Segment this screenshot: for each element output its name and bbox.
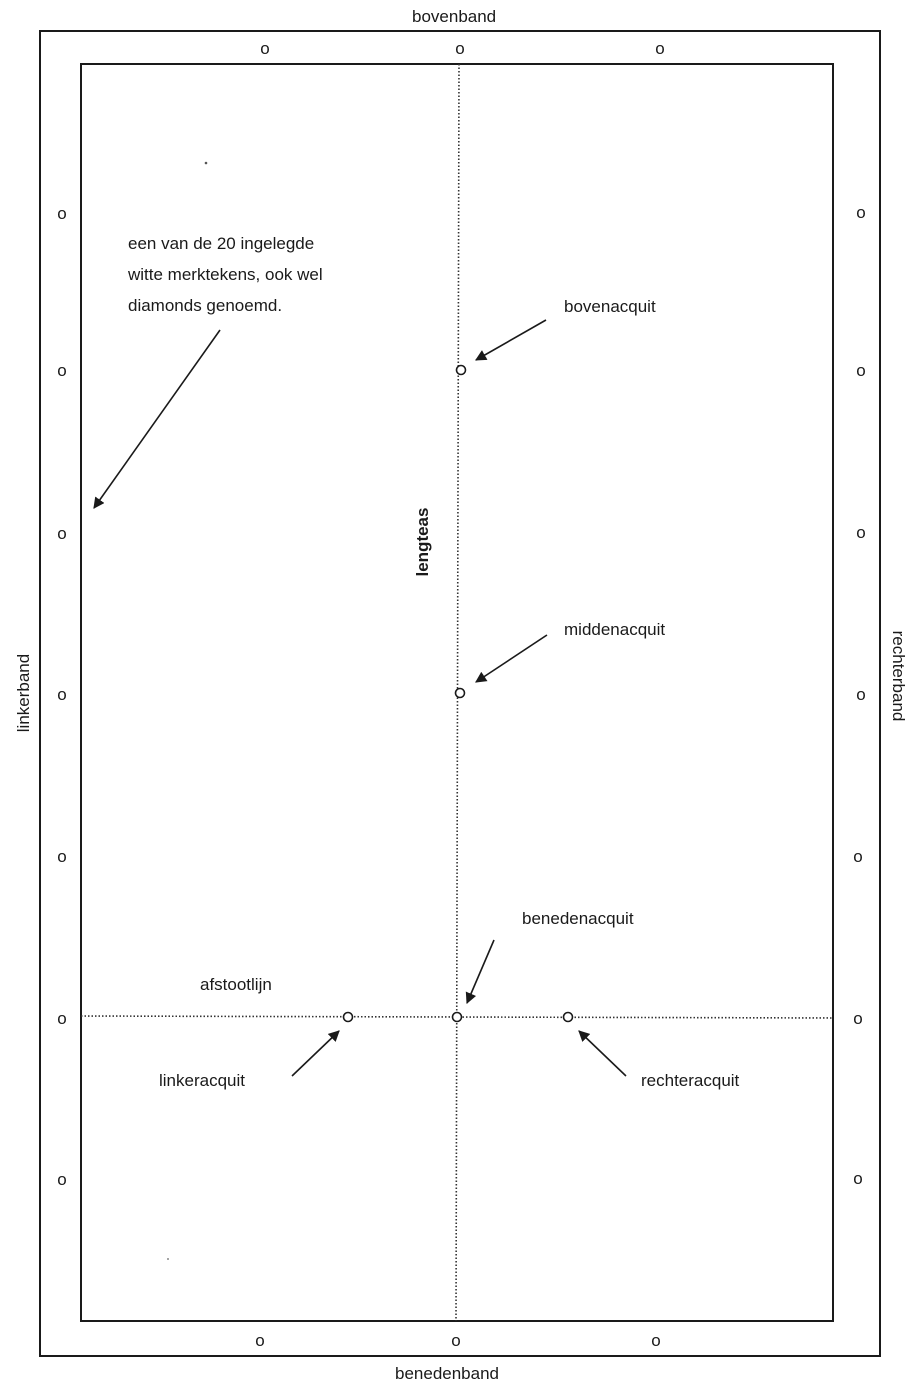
diamond-marker: o bbox=[853, 1169, 862, 1188]
top-spot-marker bbox=[455, 364, 467, 376]
left-spot-label: linkeracquit bbox=[159, 1071, 245, 1090]
right-spot-marker bbox=[562, 1011, 574, 1023]
diamond-marker: o bbox=[856, 203, 865, 222]
diamond-marker: o bbox=[455, 39, 464, 58]
baulk-line-label: afstootlijn bbox=[200, 975, 272, 994]
right-rail-label: rechterband bbox=[889, 630, 907, 722]
diamond-marker: o bbox=[255, 1331, 264, 1350]
left-spot-marker bbox=[342, 1011, 354, 1023]
table-outer-frame bbox=[39, 30, 881, 1357]
middle-spot-label: middenacquit bbox=[564, 620, 666, 639]
diamond-marker: o bbox=[57, 524, 66, 543]
diamond-note-arrow bbox=[93, 329, 221, 509]
diamond-marker: o bbox=[451, 1331, 460, 1350]
long-axis-label: lengteas bbox=[413, 507, 432, 577]
bottom-rail-label: benedenband bbox=[395, 1364, 500, 1383]
diamond-marker: o bbox=[57, 847, 66, 866]
diamond-marker: o bbox=[856, 523, 865, 542]
top-spot-arrow bbox=[475, 319, 547, 361]
bottom-spot-label: benedenacquit bbox=[522, 909, 634, 928]
middle-spot-marker bbox=[454, 687, 466, 699]
diamond-note-line-3: diamonds genoemd. bbox=[128, 296, 283, 315]
left-rail-label: linkerband bbox=[14, 653, 33, 733]
diamond-marker: o bbox=[57, 204, 66, 223]
diamond-marker: o bbox=[655, 39, 664, 58]
diamond-markers: o o o o o o o o o o o o o o o o o o o o bbox=[57, 39, 865, 1350]
diamond-note-line-1: een van de 20 ingelegde bbox=[128, 234, 315, 253]
bottom-spot-arrow bbox=[465, 939, 495, 1005]
middle-spot-arrow bbox=[475, 634, 548, 683]
diamond-marker: o bbox=[57, 361, 66, 380]
baulk-line bbox=[80, 1015, 834, 1019]
bottom-spot-marker bbox=[451, 1011, 463, 1023]
diamond-marker: o bbox=[57, 1170, 66, 1189]
top-spot-label: bovenacquit bbox=[564, 297, 656, 316]
diamond-marker: o bbox=[57, 1009, 66, 1028]
long-axis-line bbox=[455, 63, 460, 1322]
diamond-marker: o bbox=[260, 39, 269, 58]
diamond-note-line-2: witte merktekens, ook wel bbox=[128, 265, 323, 284]
diamond-marker: o bbox=[853, 1009, 862, 1028]
diamond-marker: o bbox=[853, 847, 862, 866]
left-spot-arrow bbox=[291, 1030, 340, 1077]
top-rail-label: bovenband bbox=[412, 7, 497, 26]
playing-surface bbox=[80, 63, 834, 1322]
right-spot-arrow bbox=[578, 1030, 627, 1077]
diamond-marker: o bbox=[856, 685, 865, 704]
right-spot-label: rechteracquit bbox=[641, 1071, 740, 1090]
diamond-marker: o bbox=[57, 685, 66, 704]
diamond-marker: o bbox=[651, 1331, 660, 1350]
diamond-marker: o bbox=[856, 361, 865, 380]
